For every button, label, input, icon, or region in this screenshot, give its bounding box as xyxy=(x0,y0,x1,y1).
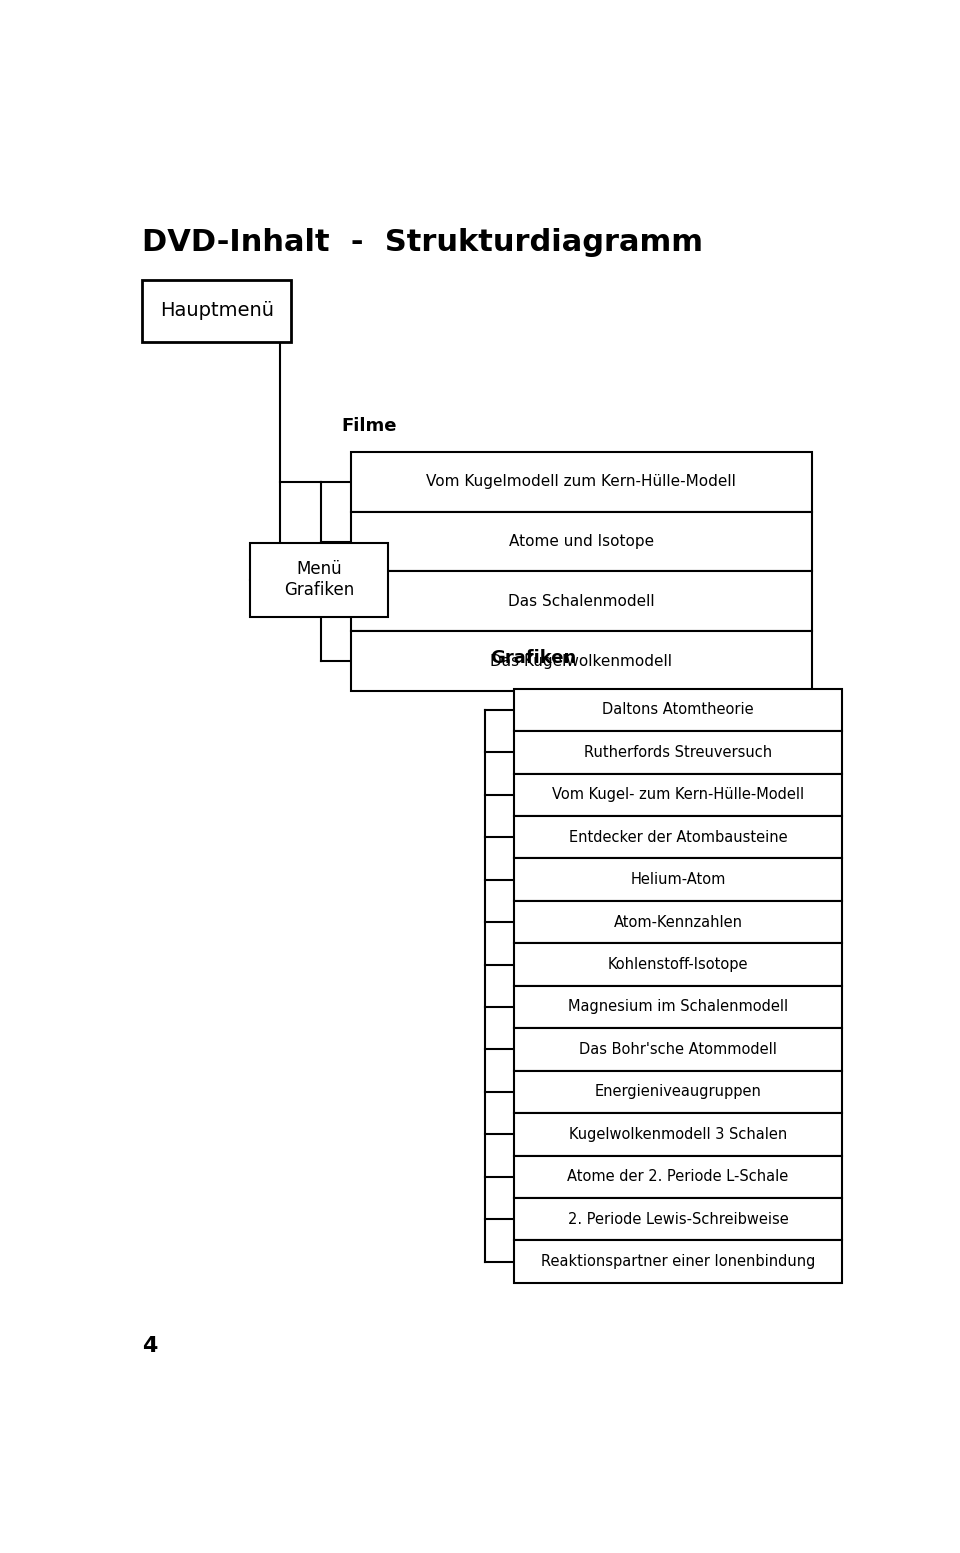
FancyBboxPatch shape xyxy=(350,631,812,691)
Text: Atome der 2. Periode L-Schale: Atome der 2. Periode L-Schale xyxy=(567,1169,788,1185)
FancyBboxPatch shape xyxy=(515,901,842,943)
Text: 2. Periode Lewis-Schreibweise: 2. Periode Lewis-Schreibweise xyxy=(567,1211,788,1227)
FancyBboxPatch shape xyxy=(350,572,812,631)
Text: Das Kugelwolkenmodell: Das Kugelwolkenmodell xyxy=(491,654,672,669)
Text: Vom Kugelmodell zum Kern-Hülle-Modell: Vom Kugelmodell zum Kern-Hülle-Modell xyxy=(426,474,736,489)
FancyBboxPatch shape xyxy=(350,452,812,511)
FancyBboxPatch shape xyxy=(515,859,842,901)
Text: Energieniveaugruppen: Energieniveaugruppen xyxy=(594,1084,761,1100)
Text: Kohlenstoff-Isotope: Kohlenstoff-Isotope xyxy=(608,957,748,972)
Text: Das Bohr'sche Atommodell: Das Bohr'sche Atommodell xyxy=(579,1042,777,1058)
FancyBboxPatch shape xyxy=(142,280,291,342)
Text: Reaktionspartner einer Ionenbindung: Reaktionspartner einer Ionenbindung xyxy=(540,1255,815,1269)
FancyBboxPatch shape xyxy=(515,1114,842,1155)
Text: Atome und Isotope: Atome und Isotope xyxy=(509,534,654,550)
FancyBboxPatch shape xyxy=(515,815,842,859)
FancyBboxPatch shape xyxy=(515,773,842,815)
Text: Magnesium im Schalenmodell: Magnesium im Schalenmodell xyxy=(568,1000,788,1014)
FancyBboxPatch shape xyxy=(515,1155,842,1197)
FancyBboxPatch shape xyxy=(251,542,388,617)
FancyBboxPatch shape xyxy=(515,943,842,986)
Text: Das Schalenmodell: Das Schalenmodell xyxy=(508,593,655,609)
FancyBboxPatch shape xyxy=(515,986,842,1028)
FancyBboxPatch shape xyxy=(515,731,842,773)
Text: Grafiken: Grafiken xyxy=(490,649,576,668)
FancyBboxPatch shape xyxy=(515,1197,842,1241)
Text: Entdecker der Atombausteine: Entdecker der Atombausteine xyxy=(568,829,787,845)
Text: Hauptmenü: Hauptmenü xyxy=(159,301,274,320)
Text: Helium-Atom: Helium-Atom xyxy=(631,873,726,887)
Text: Daltons Atomtheorie: Daltons Atomtheorie xyxy=(602,702,754,717)
Text: Menü
Grafiken: Menü Grafiken xyxy=(284,561,354,599)
Text: Kugelwolkenmodell 3 Schalen: Kugelwolkenmodell 3 Schalen xyxy=(569,1127,787,1141)
FancyBboxPatch shape xyxy=(350,511,812,572)
Text: DVD-Inhalt  -  Strukturdiagramm: DVD-Inhalt - Strukturdiagramm xyxy=(142,228,704,258)
FancyBboxPatch shape xyxy=(515,1241,842,1283)
Text: 4: 4 xyxy=(142,1336,157,1356)
Text: Vom Kugel- zum Kern-Hülle-Modell: Vom Kugel- zum Kern-Hülle-Modell xyxy=(552,787,804,803)
FancyBboxPatch shape xyxy=(515,688,842,731)
Text: Rutherfords Streuversuch: Rutherfords Streuversuch xyxy=(584,745,772,759)
FancyBboxPatch shape xyxy=(515,1028,842,1070)
Text: Atom-Kennzahlen: Atom-Kennzahlen xyxy=(613,915,742,930)
Text: Filme: Filme xyxy=(342,418,397,435)
FancyBboxPatch shape xyxy=(515,1070,842,1114)
